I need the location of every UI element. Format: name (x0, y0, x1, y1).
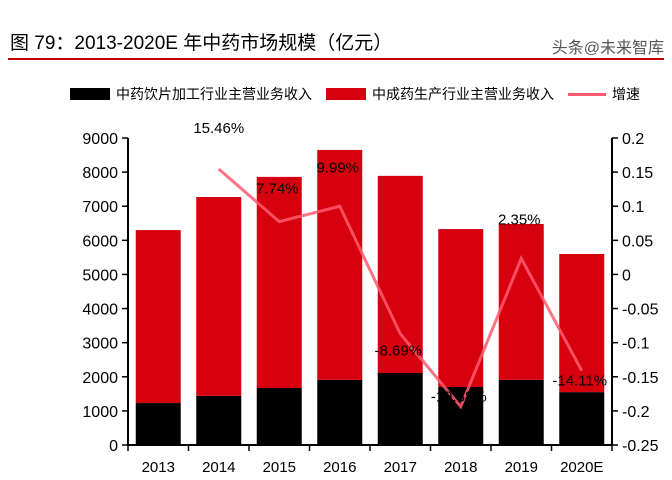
legend-item-patent: 中成药生产行业主营业务收入 (326, 84, 554, 104)
growth-data-label: -14.11% (552, 373, 607, 390)
growth-data-label: 15.46% (193, 120, 244, 137)
legend-swatch (326, 88, 366, 100)
y-tick-label: 3000 (82, 336, 118, 353)
y2-tick-label: 0.2 (622, 131, 644, 148)
legend-item-growth: 增速 (568, 84, 640, 104)
x-tick-label: 2013 (142, 459, 175, 476)
bar-processing (317, 379, 363, 445)
legend-swatch (70, 88, 110, 100)
watermark: 头条@未来智库 (551, 40, 664, 57)
bar-patent (498, 223, 544, 380)
legend-swatch (568, 92, 606, 96)
y2-tick-label: 0.15 (622, 165, 653, 182)
y2-tick-label: -0.05 (622, 302, 659, 319)
bar-processing (559, 392, 605, 445)
bar-processing (438, 387, 484, 445)
y-tick-label: 2000 (82, 370, 118, 387)
legend-label: 中药饮片加工行业主营业务收入 (116, 86, 312, 102)
x-tick-label: 2017 (384, 459, 417, 476)
x-tick-label: 2014 (202, 459, 235, 476)
x-tick-label: 2016 (323, 459, 356, 476)
y-tick-label: 5000 (82, 267, 118, 284)
y2-tick-label: 0.1 (622, 199, 644, 216)
y-tick-label: 0 (109, 438, 118, 455)
growth-line (217, 167, 584, 410)
growth-data-label: 9.99% (316, 159, 359, 176)
bar-processing (256, 388, 302, 445)
title-rule (8, 58, 664, 60)
legend: 中药饮片加工行业主营业务收入 中成药生产行业主营业务收入 增速 (70, 84, 640, 104)
bar-patent (317, 149, 363, 380)
bar-patent (377, 175, 423, 374)
y2-tick-label: -0.2 (622, 404, 650, 421)
figure-title: 图 79：2013-2020E 年中药市场规模（亿元） (10, 33, 393, 54)
bar-patent (135, 230, 181, 404)
y2-tick-label: 0.05 (622, 233, 653, 250)
x-tick-label: 2018 (444, 459, 477, 476)
y-tick-label: 6000 (82, 233, 118, 250)
y-tick-label: 1000 (82, 404, 118, 421)
growth-data-label: 2.35% (498, 211, 541, 228)
y2-tick-label: -0.25 (622, 438, 659, 455)
legend-item-processing: 中药饮片加工行业主营业务收入 (70, 84, 312, 104)
bar-processing (377, 373, 423, 445)
x-tick-label: 2019 (505, 459, 538, 476)
y2-tick-label: -0.1 (622, 336, 650, 353)
growth-data-label: 7.74% (256, 181, 299, 198)
bar-processing (196, 395, 242, 445)
bar-patent (438, 229, 484, 388)
legend-label: 增速 (612, 86, 640, 102)
x-tick-label: 2020E (560, 459, 603, 476)
y-tick-label: 7000 (82, 199, 118, 216)
bar-patent (256, 176, 302, 389)
bar-patent (196, 197, 242, 396)
bar-processing (135, 403, 181, 445)
y-tick-label: 4000 (82, 302, 118, 319)
bar-processing (498, 379, 544, 445)
legend-label: 中成药生产行业主营业务收入 (372, 86, 554, 102)
y-tick-label: 9000 (82, 131, 118, 148)
growth-data-label: -8.69% (374, 343, 422, 360)
growth-data-label: -19.38% (431, 389, 487, 406)
y-tick-label: 8000 (82, 165, 118, 182)
x-tick-label: 2015 (263, 459, 296, 476)
y2-tick-label: -0.15 (622, 370, 659, 387)
bar-patent (559, 253, 605, 393)
y2-tick-label: 0 (622, 267, 631, 284)
